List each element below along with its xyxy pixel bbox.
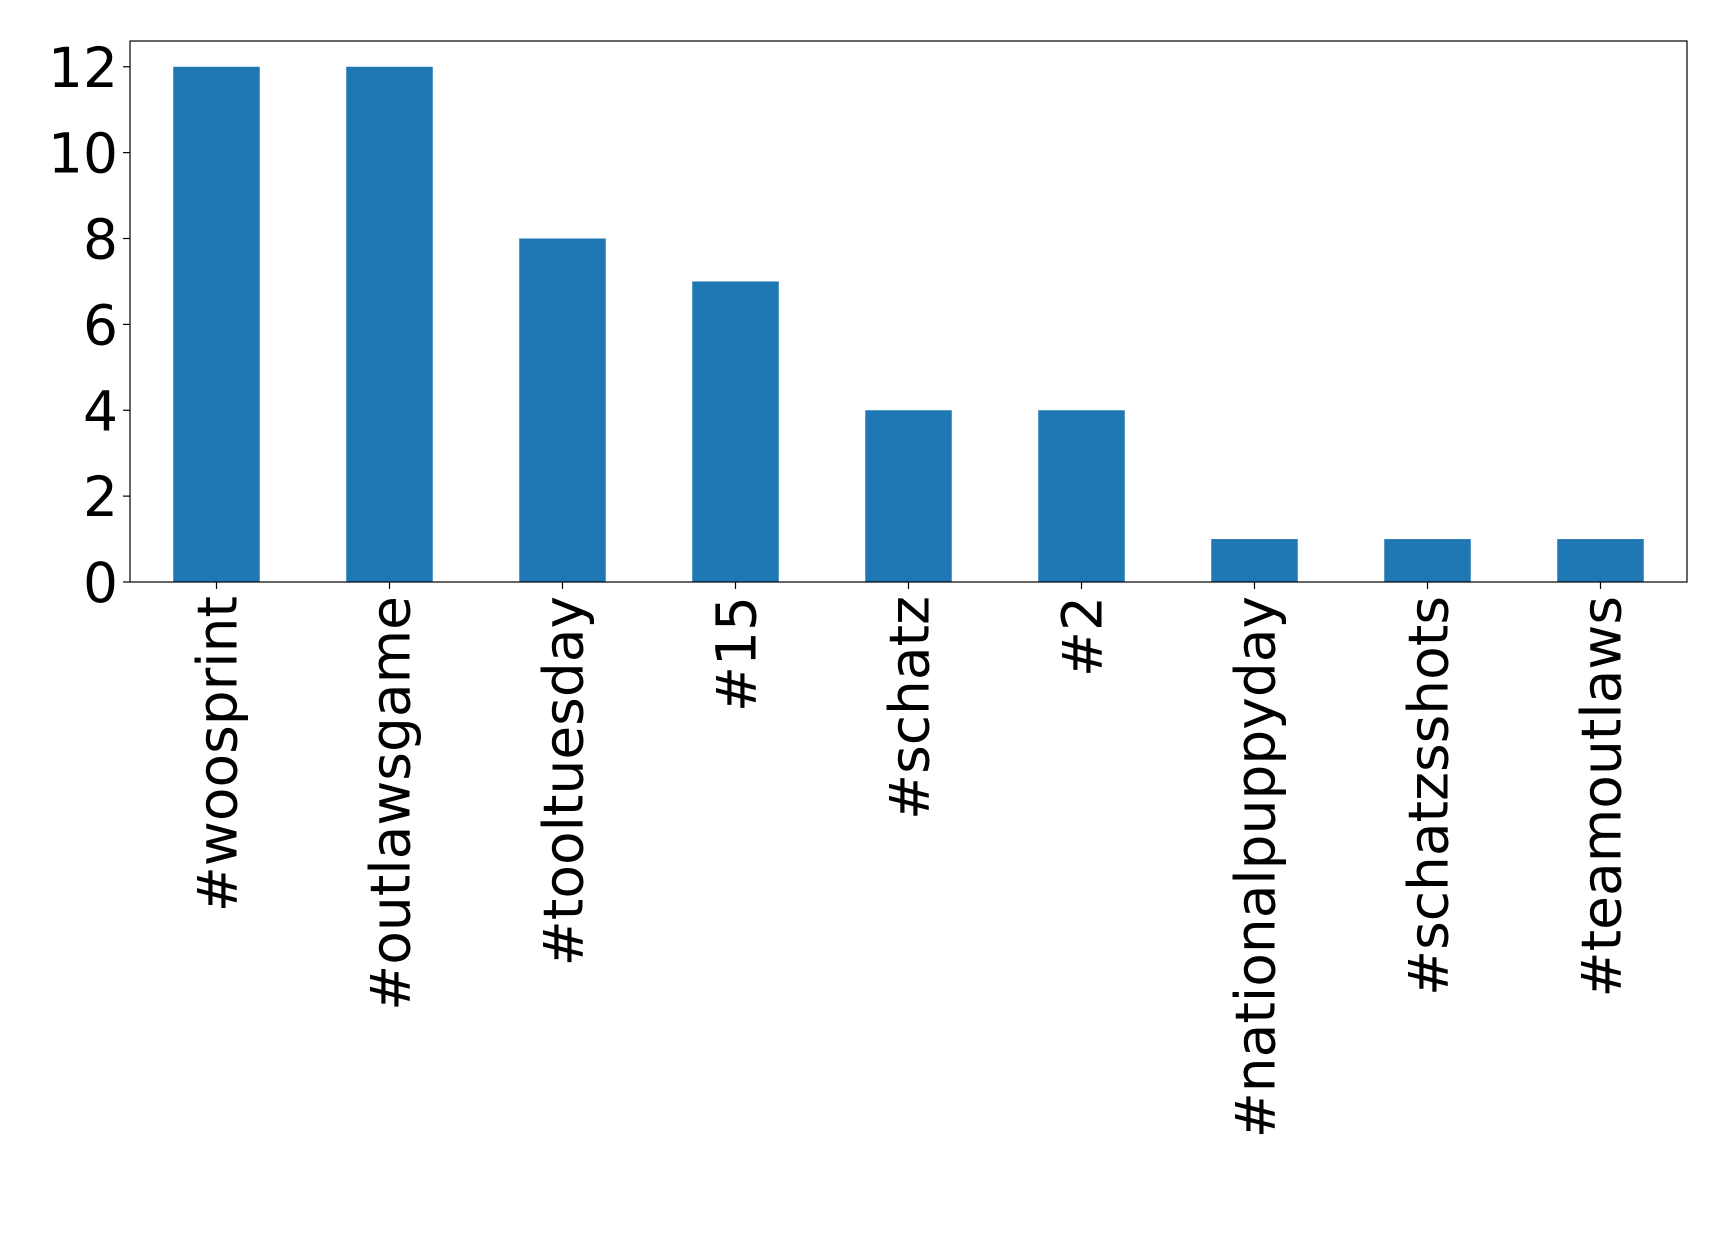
x-tick-label: #schatz [878, 596, 942, 820]
bar [865, 410, 952, 582]
x-tick-label: #teamoutlaws [1570, 596, 1634, 997]
bar [692, 281, 779, 582]
bar [519, 238, 606, 582]
x-tick-label: #schatzsshots [1397, 596, 1461, 996]
bar [1557, 539, 1644, 582]
x-tick-label: #15 [705, 596, 769, 712]
y-tick-label: 10 [48, 122, 118, 186]
bar [1384, 539, 1471, 582]
plot-frame [129, 40, 1688, 583]
bar [1038, 410, 1125, 582]
x-tick-label: #outlawsgame [359, 596, 423, 1011]
x-tick-label: #2 [1051, 596, 1115, 677]
x-tick-label: #nationalpuppyday [1224, 596, 1288, 1138]
bar [346, 66, 433, 582]
bar [173, 66, 260, 582]
y-tick-label: 8 [83, 208, 118, 272]
x-tick-label: #tooltuesday [532, 596, 596, 966]
y-tick-label: 6 [83, 293, 118, 357]
y-tick-label: 2 [83, 465, 118, 529]
y-tick-label: 4 [83, 379, 118, 443]
x-tick-label: #woosprint [186, 596, 250, 912]
bar [1211, 539, 1298, 582]
y-tick-label: 0 [83, 551, 118, 615]
y-tick-label: 12 [48, 36, 118, 100]
